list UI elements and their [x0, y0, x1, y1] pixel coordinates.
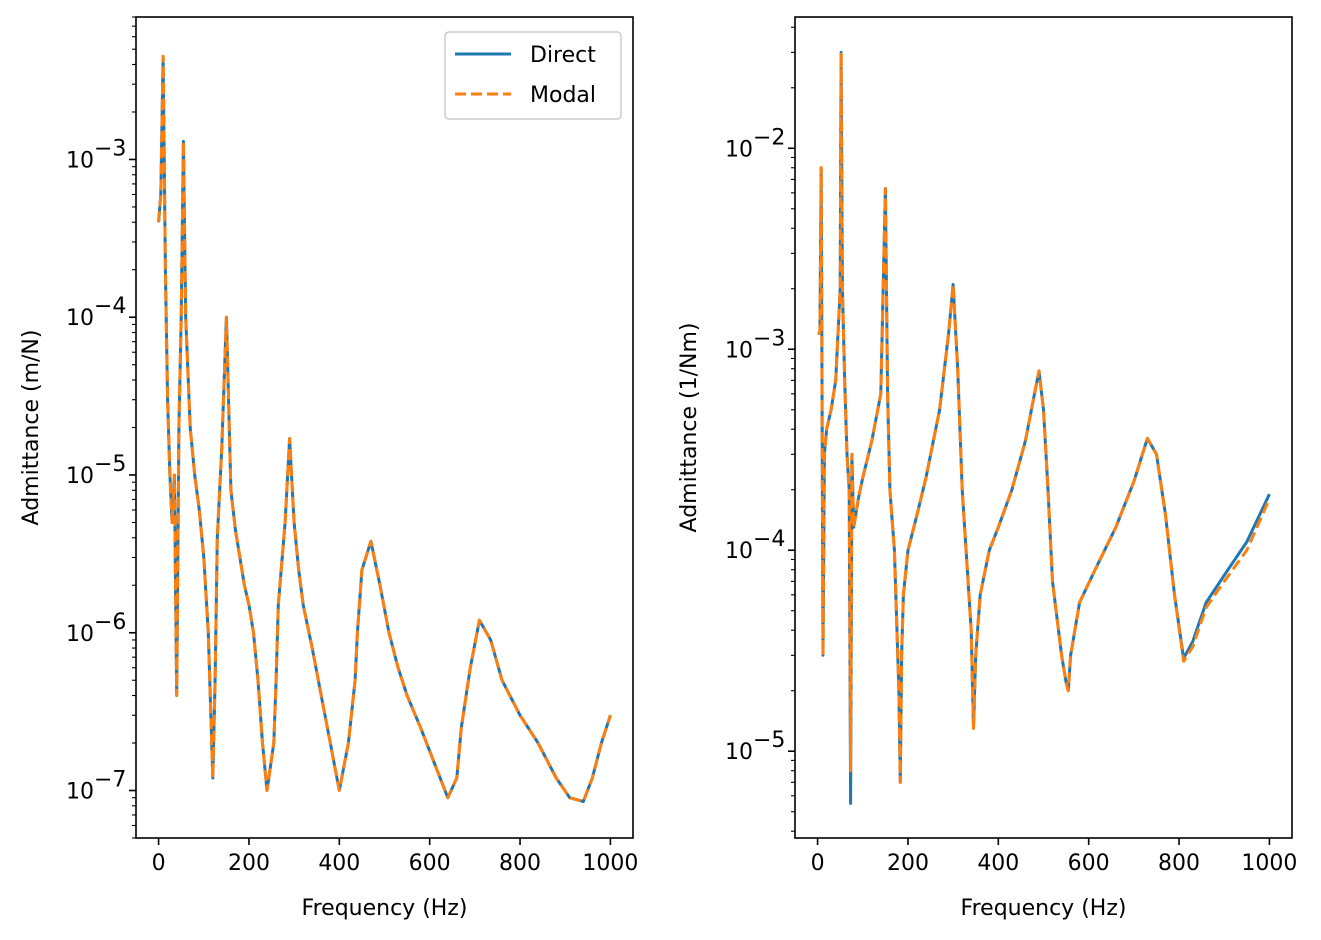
x-tick-label: 400: [318, 851, 360, 876]
y-tick-exponent: −3: [94, 136, 126, 161]
x-tick-label: 1000: [1241, 851, 1297, 876]
left-subplot: 0 200 400 600 800 1000 10−710−610−510−410−3 F…: [19, 16, 638, 921]
x-tick-label: 0: [811, 851, 825, 876]
x-tick-label: 400: [977, 851, 1019, 876]
x-tick-label: 800: [499, 851, 541, 876]
y-tick-label: 10: [725, 338, 753, 363]
y-tick-exponent: −6: [94, 610, 126, 635]
y-tick-label: 10: [66, 148, 94, 173]
left-axes-frame: [135, 16, 634, 839]
x-tick-label: 800: [1158, 851, 1200, 876]
y-tick-exponent: −5: [94, 452, 126, 477]
series-line-modal: [817, 50, 1271, 784]
y-tick-exponent: −2: [753, 125, 785, 150]
x-tick-label: 1000: [582, 851, 638, 876]
x-tick-label: 600: [409, 851, 451, 876]
left-y-axis-label: Admittance (m/N): [19, 330, 44, 526]
right-series-layer: [817, 50, 1271, 805]
y-tick-label: 10: [66, 306, 94, 331]
left-x-axis-label: Frequency (Hz): [302, 896, 468, 921]
y-tick-label: 10: [66, 622, 94, 647]
y-tick-exponent: −3: [753, 326, 785, 351]
right-axes-frame: [794, 16, 1293, 839]
legend: Direct Modal: [444, 31, 622, 120]
right-x-ticks: 0 200 400 600 800 1000: [811, 838, 1297, 876]
y-tick-label: 10: [66, 464, 94, 489]
y-tick-exponent: −4: [753, 527, 785, 552]
y-tick-label: 10: [66, 780, 94, 805]
left-x-ticks: 0 200 400 600 800 1000: [152, 838, 638, 876]
x-tick-label: 200: [887, 851, 929, 876]
y-tick-label: 10: [725, 137, 753, 162]
x-tick-label: 0: [152, 851, 166, 876]
left-series-layer: [157, 54, 612, 804]
y-tick-exponent: −7: [94, 768, 126, 793]
y-tick-exponent: −4: [94, 294, 126, 319]
y-tick-label: 10: [725, 740, 753, 765]
legend-modal-label: Modal: [530, 83, 596, 108]
right-y-axis-label: Admittance (1/Nm): [677, 323, 702, 533]
legend-direct-label: Direct: [530, 43, 596, 68]
right-subplot: 0 200 400 600 800 1000 10−510−410−310−2 Frequ…: [677, 16, 1297, 921]
series-line-modal: [157, 54, 612, 804]
x-tick-label: 200: [228, 851, 270, 876]
y-tick-exponent: −5: [753, 728, 785, 753]
right-x-axis-label: Frequency (Hz): [961, 896, 1127, 921]
x-tick-label: 600: [1068, 851, 1110, 876]
left-y-ticks: 10−710−610−510−410−3: [66, 16, 136, 839]
y-tick-label: 10: [725, 539, 753, 564]
